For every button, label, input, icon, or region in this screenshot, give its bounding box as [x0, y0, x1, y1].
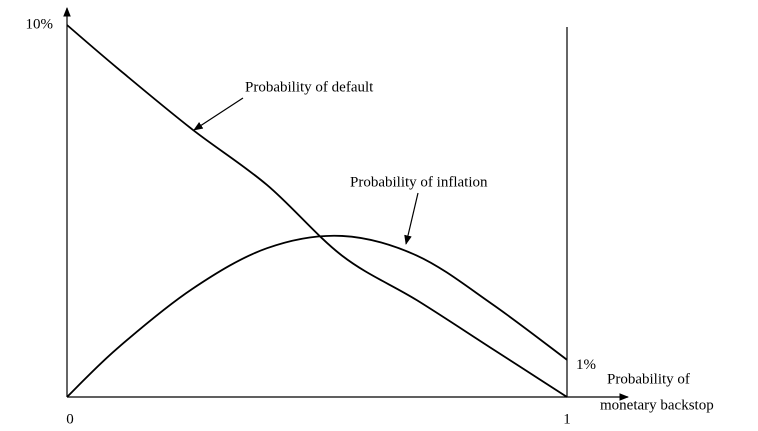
x-tick-label: 0 [66, 411, 74, 427]
annotation-arrow [193, 97, 244, 131]
x-axis-label: Probability of [607, 371, 690, 387]
annotation: Probability of inflation [350, 174, 488, 190]
annotation-arrow [404, 192, 419, 245]
x-axis-label: monetary backstop [600, 397, 714, 413]
annotation: Probability of default [245, 79, 374, 95]
x-tick-label: 1 [563, 411, 571, 427]
y-tick-label: 10% [26, 16, 54, 32]
y2-tick-label: 1% [576, 357, 596, 373]
line [66, 24, 568, 398]
line [66, 234, 568, 398]
